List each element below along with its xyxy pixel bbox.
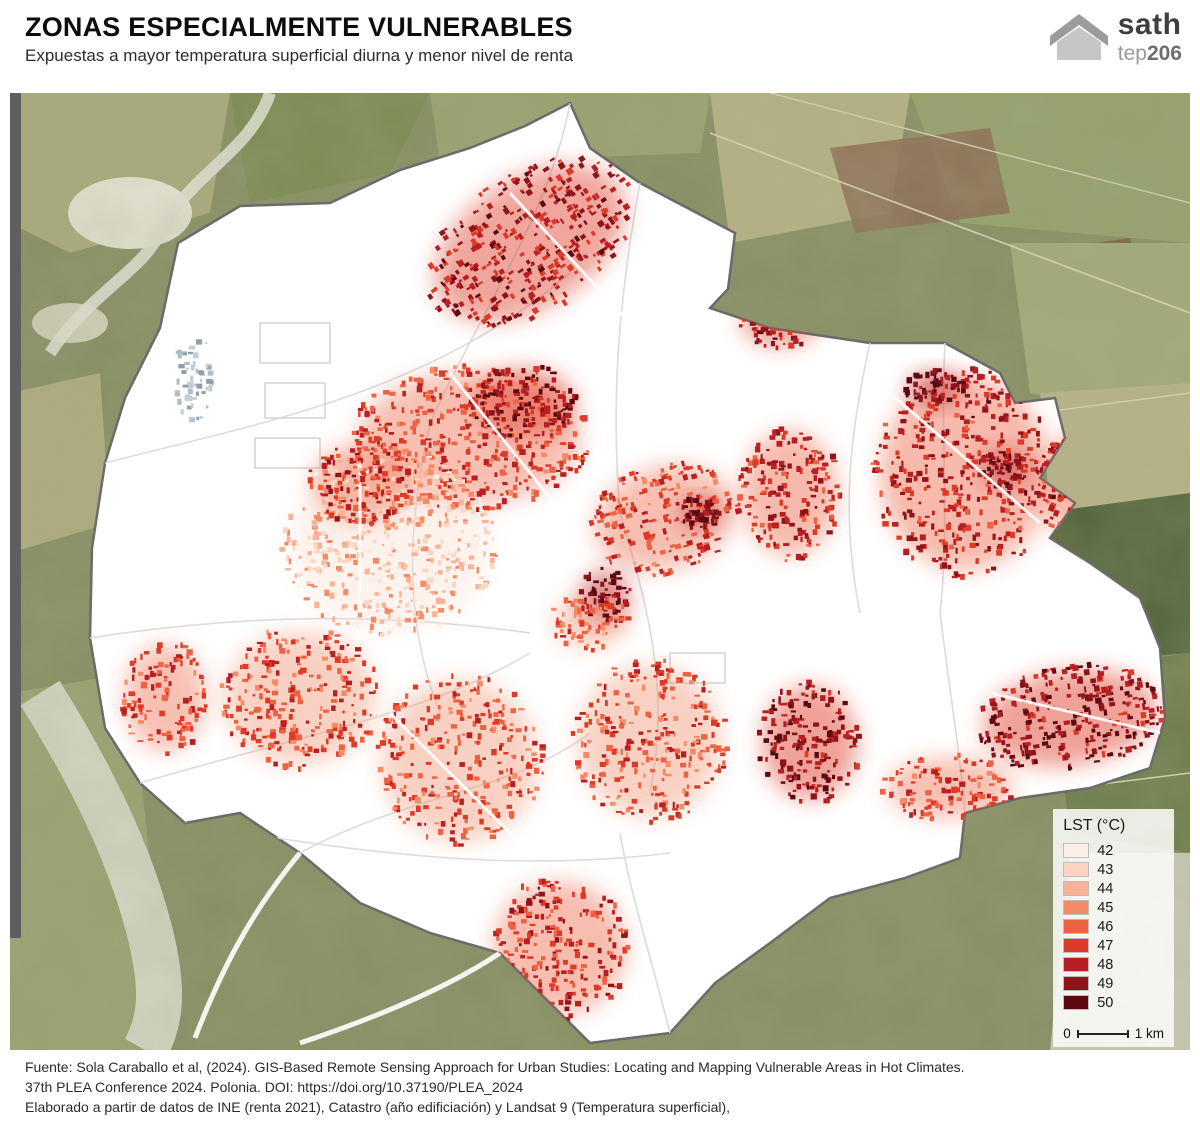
legend-swatch xyxy=(1063,938,1090,953)
city-boundary xyxy=(88,101,1167,1045)
legend-item: 45 xyxy=(1063,898,1164,917)
legend-title: LST (°C) xyxy=(1063,817,1126,834)
source-line-3: Elaborado a partir de datos de INE (rent… xyxy=(25,1099,731,1115)
legend-items: 42 43 44 45 46 47 48 49 50 xyxy=(1063,841,1164,1012)
map-canvas: LST (°C) 42 43 44 45 46 47 48 49 50 0 1 km xyxy=(10,93,1190,1050)
scale-bar: 0 1 km xyxy=(1063,1026,1164,1041)
legend-item: 49 xyxy=(1063,974,1164,993)
legend-label: 42 xyxy=(1097,842,1114,859)
avenues-overlay xyxy=(358,191,1161,855)
legend-label: 44 xyxy=(1097,880,1114,897)
legend-item: 48 xyxy=(1063,955,1164,974)
legend-item: 46 xyxy=(1063,917,1164,936)
page-subtitle: Expuestas a mayor temperatura superficia… xyxy=(25,46,574,65)
page-header: ZONAS ESPECIALMENTE VULNERABLES Expuesta… xyxy=(0,0,1200,93)
page-title: ZONAS ESPECIALMENTE VULNERABLES xyxy=(25,12,573,42)
source-line-1: Fuente: Sola Caraballo et al, (2024). GI… xyxy=(25,1059,965,1075)
logo-text: sath tep206 xyxy=(1117,8,1182,65)
legend-item: 50 xyxy=(1063,993,1164,1012)
lst-legend: LST (°C) 42 43 44 45 46 47 48 49 50 0 1 km xyxy=(1053,809,1174,1047)
legend-swatch xyxy=(1063,900,1090,915)
building-blocks-layer xyxy=(120,155,1165,1022)
map-svg xyxy=(10,93,1190,1050)
scale-start-label: 0 xyxy=(1063,1026,1071,1041)
logo-name: sath xyxy=(1117,8,1182,41)
legend-item: 47 xyxy=(1063,936,1164,955)
legend-label: 45 xyxy=(1097,899,1114,916)
legend-item: 42 xyxy=(1063,841,1164,860)
scale-bar-line xyxy=(1076,1029,1129,1038)
map-left-border xyxy=(10,93,21,938)
legend-swatch xyxy=(1063,995,1090,1010)
legend-swatch xyxy=(1063,881,1090,896)
legend-swatch xyxy=(1063,976,1090,991)
source-line-2: 37th PLEA Conference 2024. Polonia. DOI:… xyxy=(25,1079,524,1095)
legend-label: 46 xyxy=(1097,918,1114,935)
legend-item: 43 xyxy=(1063,860,1164,879)
road-spurs xyxy=(192,851,502,1046)
legend-label: 48 xyxy=(1097,956,1114,973)
scale-end-label: 1 km xyxy=(1134,1026,1164,1041)
legend-swatch xyxy=(1063,919,1090,934)
logo-sub: tep206 xyxy=(1117,42,1182,65)
source-footer: Fuente: Sola Caraballo et al, (2024). GI… xyxy=(0,1050,1200,1130)
house-icon xyxy=(1049,14,1108,60)
legend-swatch xyxy=(1063,957,1090,972)
legend-label: 50 xyxy=(1097,994,1114,1011)
legend-swatch xyxy=(1063,843,1090,858)
legend-item: 44 xyxy=(1063,879,1164,898)
legend-label: 47 xyxy=(1097,937,1114,954)
legend-label: 43 xyxy=(1097,861,1114,878)
legend-label: 49 xyxy=(1097,975,1114,992)
sath-logo: sath tep206 xyxy=(1049,8,1182,65)
legend-swatch xyxy=(1063,862,1090,877)
